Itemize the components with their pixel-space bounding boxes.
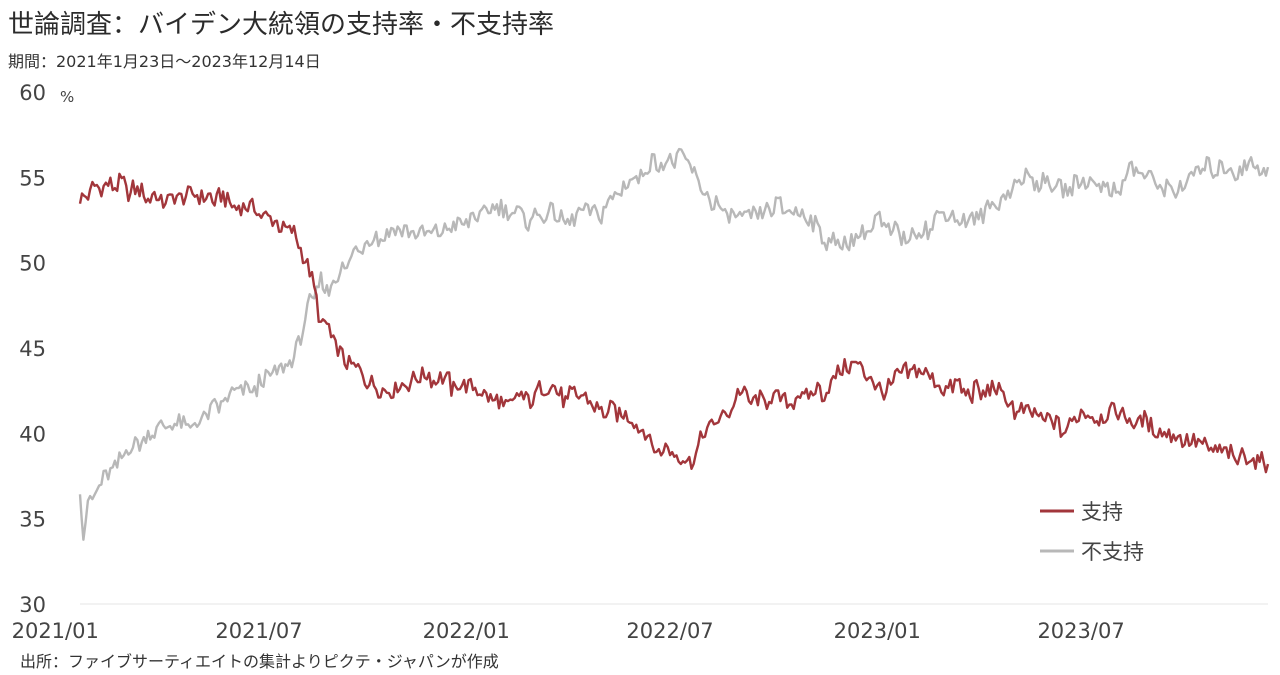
y-tick-label: 40	[19, 422, 46, 446]
chart-subtitle: 期間：2021年1月23日～2023年12月14日	[8, 52, 321, 71]
x-tick-label: 2022/01	[423, 619, 510, 643]
y-tick-label: 35	[19, 508, 46, 532]
y-unit-label: %	[60, 88, 74, 106]
y-tick-label: 45	[19, 337, 46, 361]
y-tick-label: 60	[19, 81, 46, 105]
y-tick-label: 30	[19, 593, 46, 617]
y-tick-label: 55	[19, 166, 46, 190]
x-tick-label: 2021/07	[215, 619, 302, 643]
x-tick-label: 2023/01	[834, 619, 921, 643]
series-line-approve	[78, 172, 1270, 474]
x-tick-label: 2023/07	[1037, 619, 1124, 643]
x-tick-labels: 2021/01 2021/07 2022/01 2022/07 2023/01 2023/…	[12, 619, 1125, 643]
y-tick-labels: 60 55 50 45 40 35 30	[19, 81, 46, 617]
x-tick-label: 2022/07	[626, 619, 713, 643]
source-note: 出所：ファイブサーティエイトの集計よりピクテ・ジャパンが作成	[20, 652, 499, 671]
legend-label: 支持	[1081, 500, 1123, 524]
x-tick-label: 2021/01	[12, 619, 99, 643]
series-line-disapprove	[78, 147, 1270, 541]
series-lines	[78, 147, 1270, 541]
y-tick-label: 50	[19, 252, 46, 276]
legend-label: 不支持	[1081, 540, 1144, 564]
chart-title: 世論調査：バイデン大統領の支持率・不支持率	[8, 10, 555, 40]
